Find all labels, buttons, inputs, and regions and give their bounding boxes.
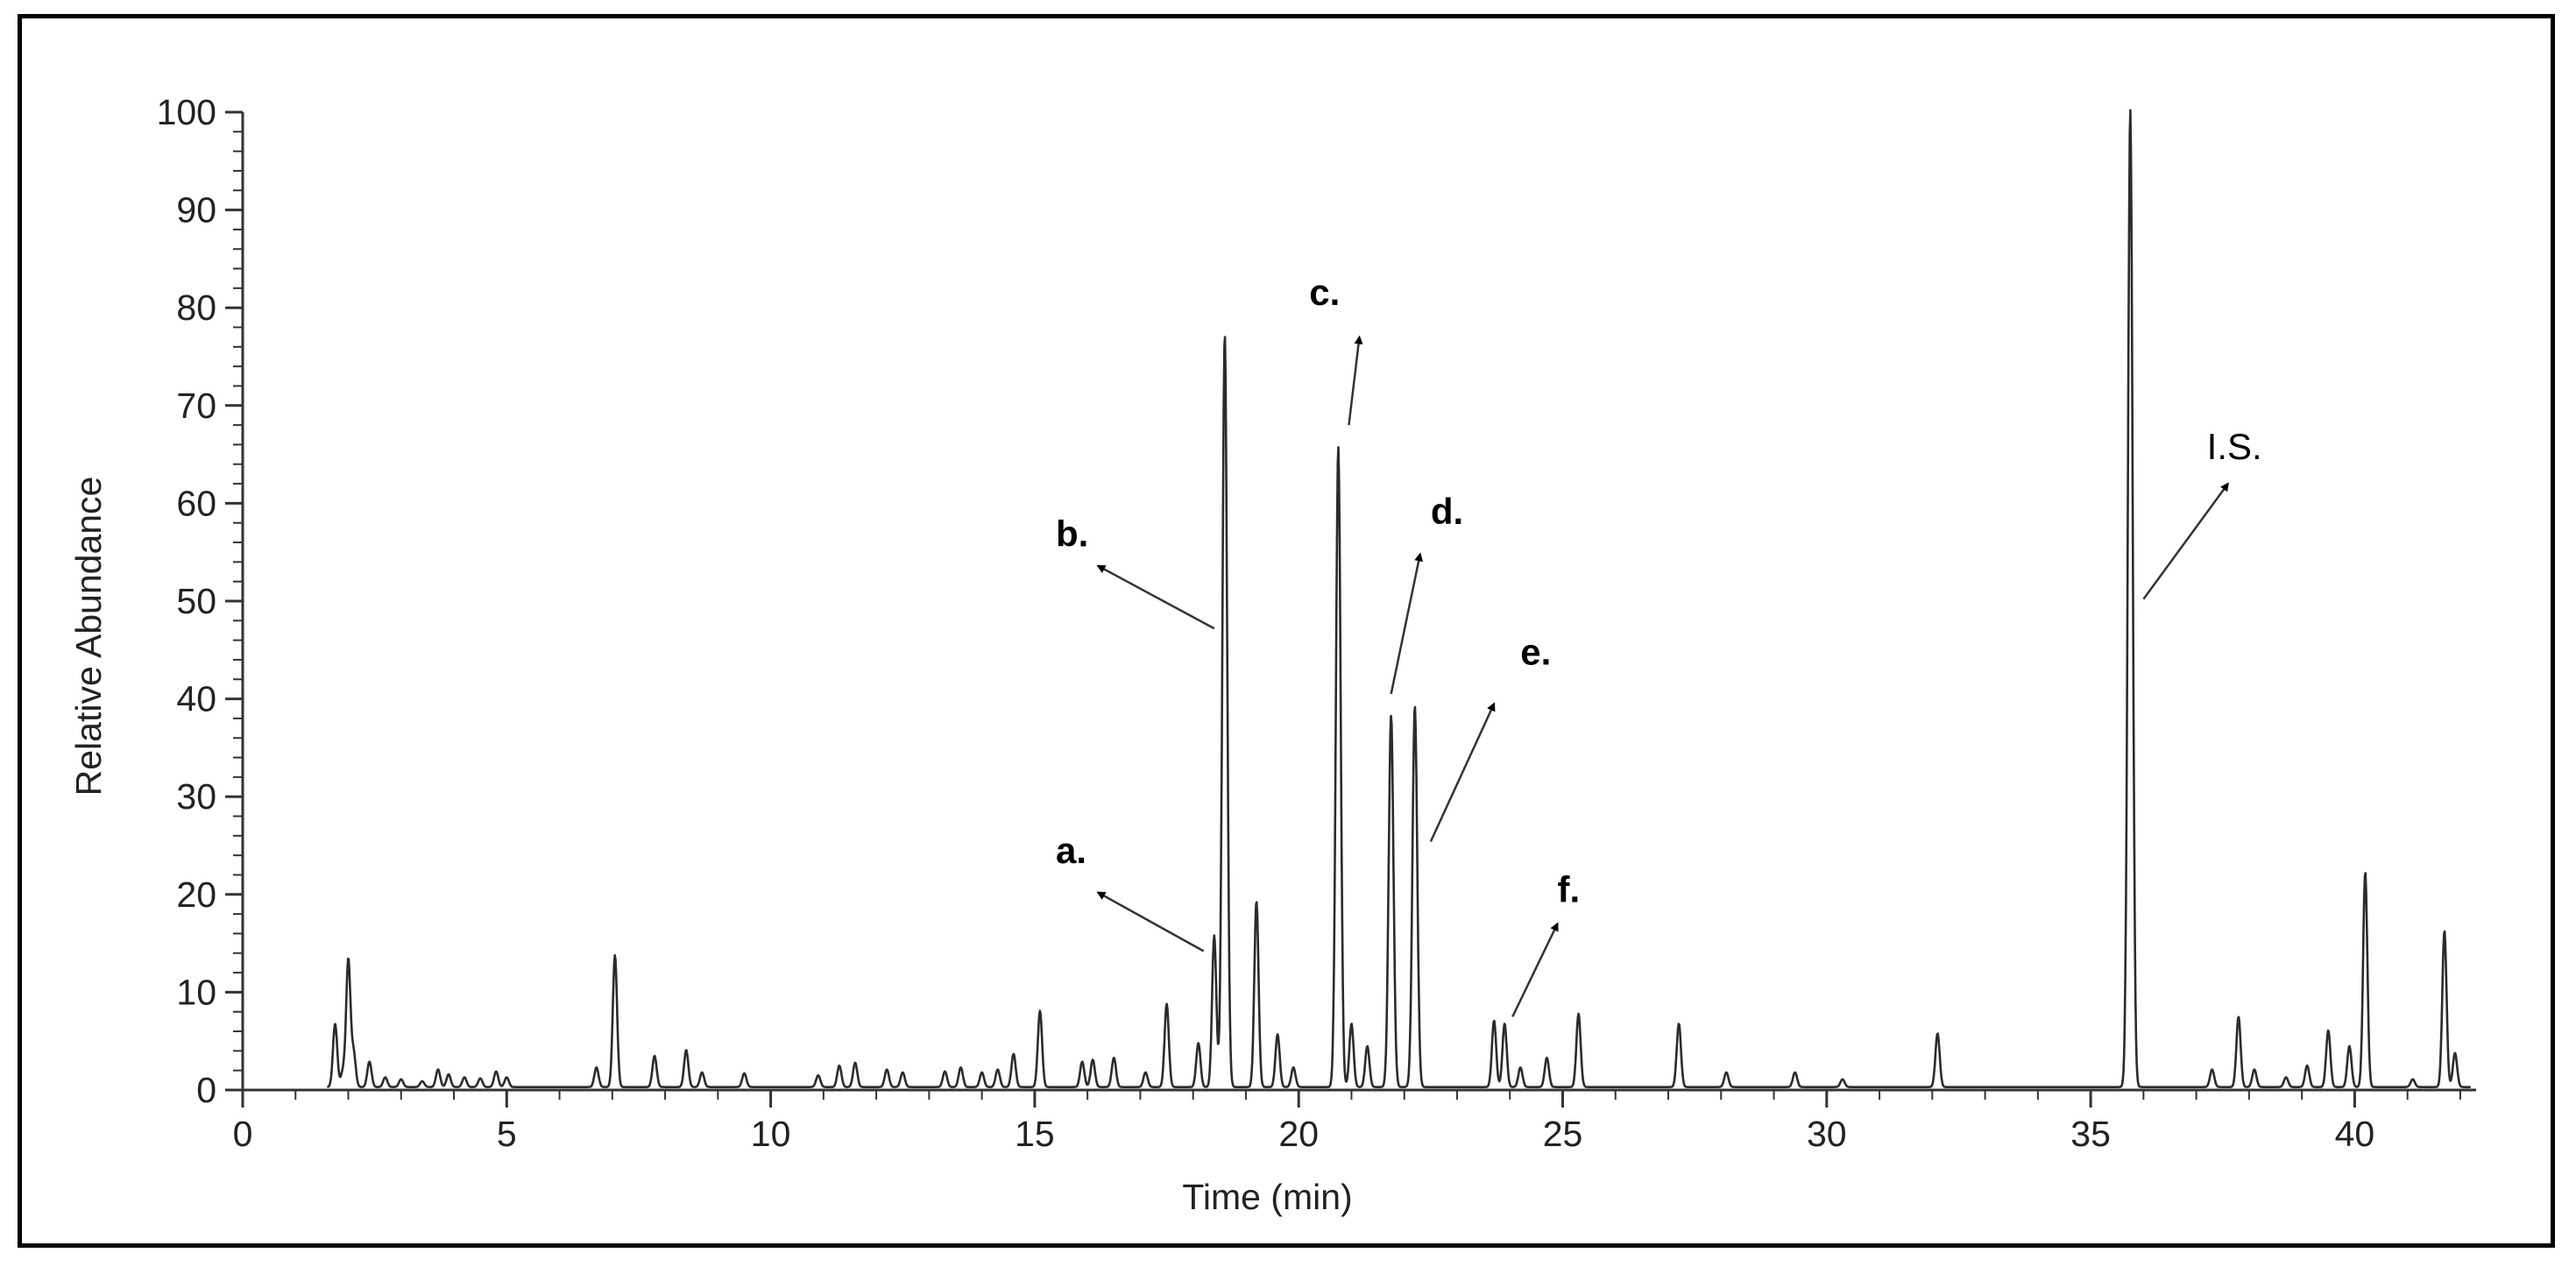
peak-label-is: I.S. [2207,426,2262,467]
peak-label-d: d. [1431,491,1463,532]
y-tick-label: 30 [176,776,216,817]
y-tick-label: 90 [176,190,216,230]
peak-label-a: a. [1056,830,1086,871]
annotation-arrow [1390,552,1424,695]
chromatogram-line [326,109,2472,1088]
chromatogram-trace-layer [326,109,2472,1088]
y-tick-label: 0 [196,1070,216,1110]
y-tick-label: 40 [176,679,216,719]
y-tick-label: 50 [176,581,216,621]
x-tick-label: 35 [2070,1114,2111,1154]
y-tick-label: 20 [176,874,216,915]
peak-label-f: f. [1557,869,1580,910]
y-tick-label: 60 [176,483,216,523]
annotation-arrow [1348,335,1363,426]
x-tick-label: 25 [1543,1114,1583,1154]
annotation-arrow [2142,482,2229,600]
axes: 0 5 10 15 20 25 30 35 40 0 10 20 30 40 50 60 70 80 90 100 [157,92,2476,1154]
x-tick-label: 5 [497,1114,517,1154]
peak-label-b: b. [1056,513,1088,555]
y-tick-label: 10 [176,972,216,1012]
annotation-arrow [1429,702,1496,843]
y-tick-label: 80 [176,287,216,328]
peak-label-e: e. [1520,632,1551,673]
x-tick-label: 30 [1807,1114,1847,1154]
x-tick-label: 0 [233,1114,253,1154]
y-tick-label: 100 [157,92,216,132]
peak-label-c: c. [1309,272,1340,313]
x-axis-title: Time (min) [1182,1177,1352,1217]
x-tick-label: 40 [2335,1114,2375,1154]
x-tick-label: 15 [1015,1114,1055,1154]
annotation-arrow [1096,891,1205,952]
y-tick-label: 70 [176,386,216,426]
x-tick-label: 10 [751,1114,791,1154]
annotation-arrow [1096,564,1215,630]
annotation-arrow [1511,922,1559,1017]
peak-annotations: a. b. c. d. e. f. I.S. [1056,272,2262,1017]
y-axis-title: Relative Abundance [68,477,109,796]
x-tick-label: 20 [1278,1114,1319,1154]
